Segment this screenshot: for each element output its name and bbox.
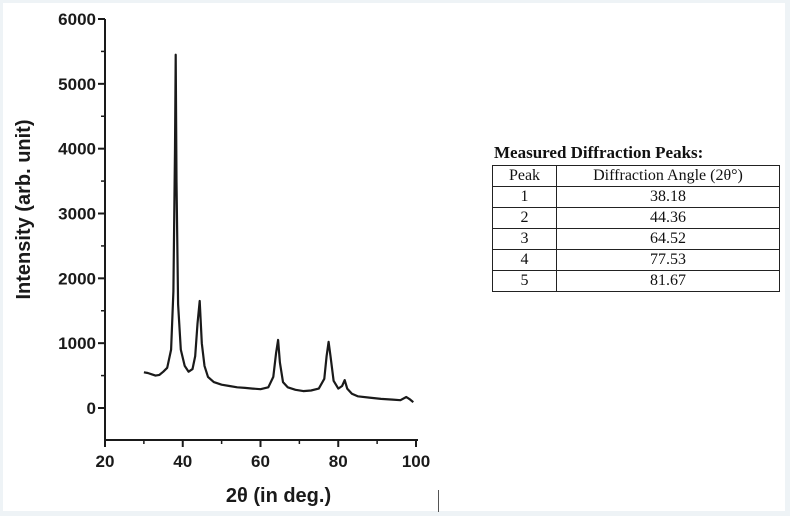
table-row: 3 64.52 bbox=[492, 228, 780, 250]
y-tick-label: 3000 bbox=[58, 205, 96, 224]
y-tick-label: 4000 bbox=[58, 140, 96, 159]
peak-number: 2 bbox=[492, 207, 557, 229]
x-tick-label: 80 bbox=[329, 452, 348, 471]
peak-angle: 64.52 bbox=[556, 228, 780, 250]
x-axis-title: 2θ (in deg.) bbox=[226, 485, 331, 507]
text-cursor-mark bbox=[438, 490, 439, 512]
x-tick-label: 20 bbox=[96, 452, 115, 471]
y-axis-title: Intensity (arb. unit) bbox=[13, 120, 35, 300]
table-row: 5 81.67 bbox=[492, 270, 780, 292]
peak-number: 3 bbox=[492, 228, 557, 250]
peak-angle: 81.67 bbox=[556, 270, 780, 292]
table-row: 4 77.53 bbox=[492, 249, 780, 271]
chart-ticks: 0 1000 2000 3000 4000 5000 6000 20 40 60 80 100 bbox=[58, 10, 430, 471]
peak-number: 4 bbox=[492, 249, 557, 271]
x-tick-label: 60 bbox=[251, 452, 270, 471]
chart-axes bbox=[104, 19, 418, 441]
peaks-table: Peak Diffraction Angle (2θ°) 1 38.18 2 4… bbox=[492, 165, 780, 292]
peaks-table-title: Measured Diffraction Peaks: bbox=[494, 143, 704, 162]
peak-number: 5 bbox=[492, 270, 557, 292]
table-row: 2 44.36 bbox=[492, 207, 780, 229]
header-peak: Peak bbox=[492, 165, 557, 187]
x-tick-label: 100 bbox=[402, 452, 430, 471]
y-tick-label: 5000 bbox=[58, 75, 96, 94]
y-tick-label: 1000 bbox=[58, 334, 96, 353]
x-tick-label: 40 bbox=[173, 452, 192, 471]
xrd-chart: 0 1000 2000 3000 4000 5000 6000 20 40 60 80 100 2θ … bbox=[13, 10, 430, 507]
y-tick-label: 6000 bbox=[58, 10, 96, 29]
peak-number: 1 bbox=[492, 186, 557, 208]
diffraction-pattern-line bbox=[143, 53, 415, 404]
y-tick-label: 0 bbox=[87, 399, 96, 418]
y-tick-label: 2000 bbox=[58, 269, 96, 288]
header-diffraction-angle: Diffraction Angle (2θ°) bbox=[556, 165, 780, 187]
peaks-table-header-row: Peak Diffraction Angle (2θ°) bbox=[492, 165, 780, 187]
peak-angle: 77.53 bbox=[556, 249, 780, 271]
peaks-panel: Measured Diffraction Peaks: Peak Diffrac… bbox=[492, 143, 780, 292]
table-row: 1 38.18 bbox=[492, 186, 780, 208]
peak-angle: 38.18 bbox=[556, 186, 780, 208]
peak-angle: 44.36 bbox=[556, 207, 780, 229]
